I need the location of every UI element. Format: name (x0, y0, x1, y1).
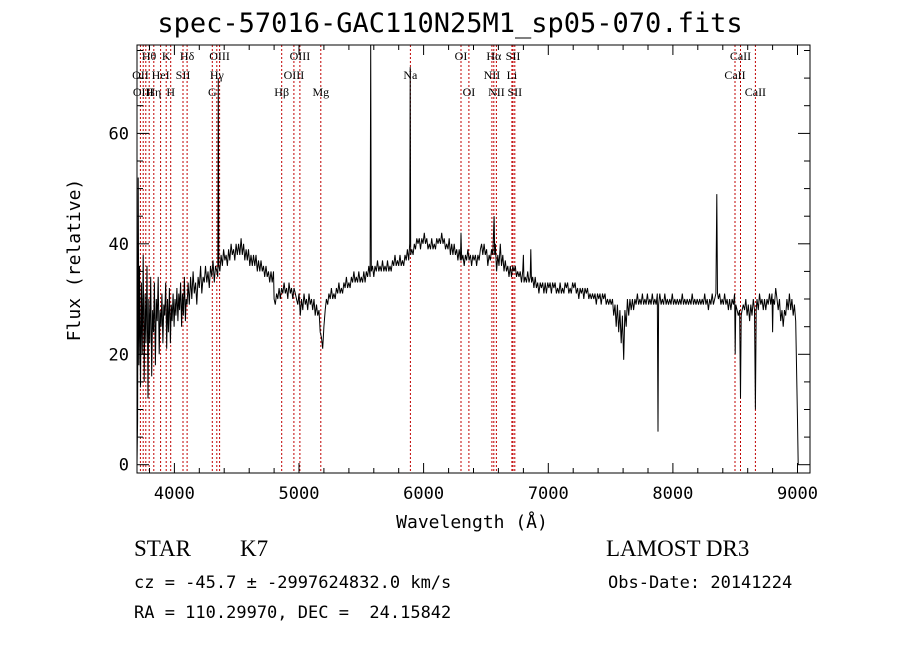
line-label: OII (132, 68, 149, 82)
axes-group: 4000 5000 6000 7000 8000 9000 0 20 40 60 (109, 45, 818, 504)
ra-dec-readout: RA = 110.29970, DEC = 24.15842 (134, 603, 452, 623)
x-tick-label: 8000 (652, 484, 693, 504)
line-label: Hη (146, 85, 161, 99)
redshift-readout: cz = -45.7 ± -2997624832.0 km/s (134, 573, 452, 593)
x-tick-label: 6000 (403, 484, 444, 504)
line-label: H (166, 85, 175, 99)
spectral-subclass: K7 (240, 536, 269, 561)
line-label: Hβ (274, 85, 289, 99)
line-label: SII (176, 68, 191, 82)
line-label: Hδ (180, 49, 195, 63)
line-label: OIII (284, 68, 305, 82)
line-label: SII (506, 49, 521, 63)
line-label: OIII (133, 85, 154, 99)
line-label: Hα (486, 49, 502, 63)
y-tick-label: 40 (109, 235, 129, 255)
spectrum-line (136, 44, 799, 465)
line-label: Li (507, 68, 518, 82)
line-label: Mg (312, 85, 329, 99)
line-label: CaII (724, 68, 745, 82)
line-label: G (208, 85, 217, 99)
y-tick-label: 0 (119, 456, 129, 476)
line-label: Hγ (210, 68, 225, 82)
y-tick-label: 20 (109, 345, 129, 365)
spectral-class: STAR (134, 536, 191, 561)
line-label: Hθ (142, 49, 157, 63)
chart-title: spec-57016-GAC110N25M1_sp05-070.fits (157, 8, 743, 39)
line-label: OIII (290, 49, 311, 63)
line-label: Na (403, 68, 418, 82)
line-label: K (162, 49, 171, 63)
line-label: CaII (730, 49, 751, 63)
line-label: HeI (152, 68, 170, 82)
survey-name: LAMOST DR3 (606, 536, 750, 561)
x-tick-label: 4000 (154, 484, 195, 504)
x-tick-label: 7000 (528, 484, 569, 504)
obs-date: Obs-Date: 20141224 (608, 573, 793, 593)
line-label: OI (455, 49, 468, 63)
line-label: OIII (209, 49, 230, 63)
line-label: NII (484, 68, 501, 82)
line-label: NII (488, 85, 505, 99)
series-group (136, 44, 799, 465)
x-axis-label: Wavelength (Å) (396, 511, 548, 533)
emission-line-markers (139, 45, 756, 473)
y-axis-label: Flux (relative) (64, 179, 85, 342)
y-tick-label: 60 (109, 124, 129, 144)
x-tick-label: 9000 (777, 484, 818, 504)
line-label: CaII (745, 85, 766, 99)
x-tick-label: 5000 (279, 484, 320, 504)
line-label: SII (507, 85, 522, 99)
line-label: OI (463, 85, 476, 99)
